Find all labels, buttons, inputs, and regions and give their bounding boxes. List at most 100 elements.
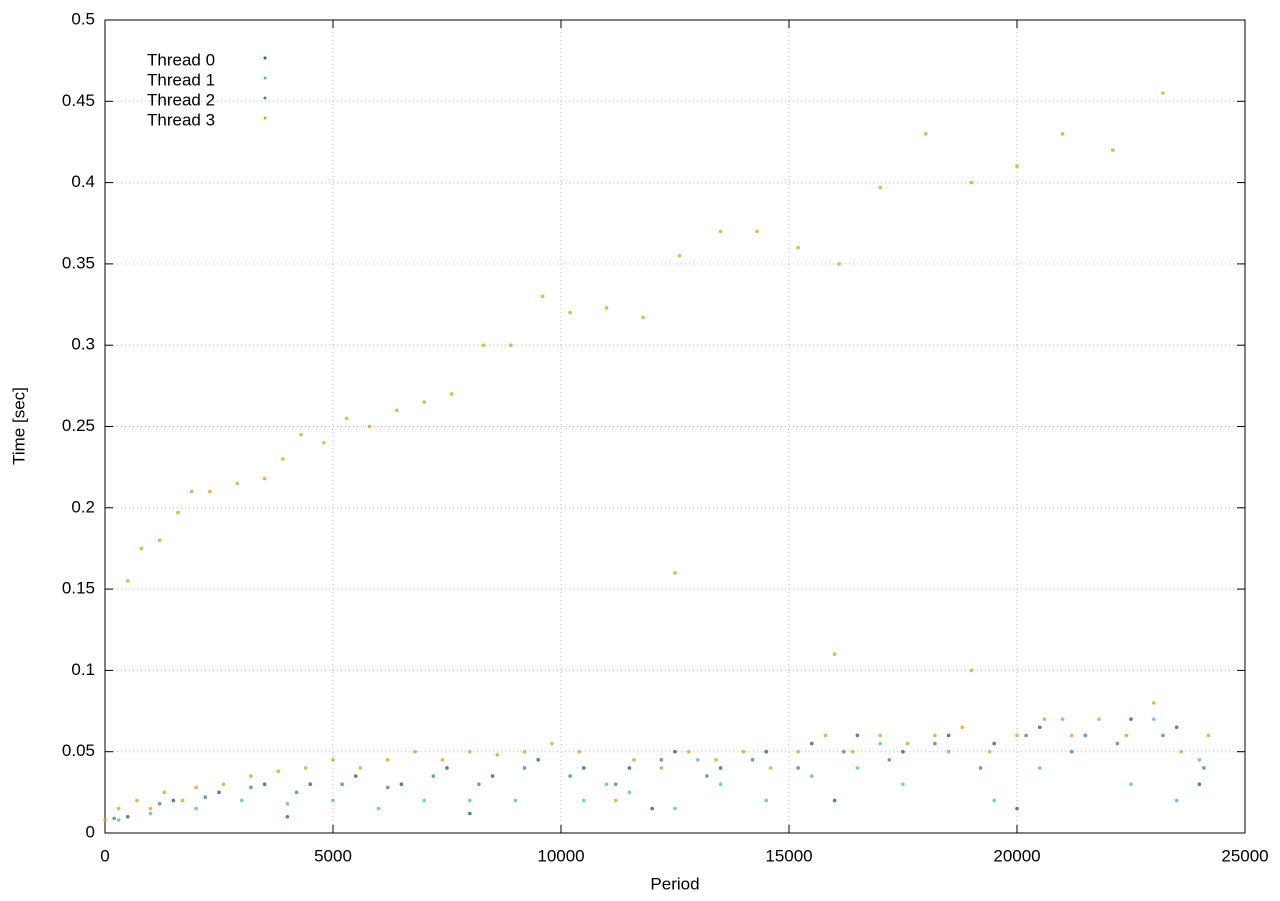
point (901, 782, 905, 787)
legend-marker (263, 116, 267, 120)
point (449, 392, 454, 396)
point (1197, 782, 1202, 787)
point (217, 790, 221, 795)
point (1110, 148, 1115, 152)
legend-marker (263, 76, 267, 80)
point (604, 306, 609, 310)
point (148, 806, 153, 811)
legend-marker (263, 96, 267, 100)
point (764, 798, 768, 803)
point (285, 801, 290, 806)
point (933, 741, 937, 746)
point (741, 749, 746, 754)
point (376, 806, 381, 811)
point (905, 741, 910, 746)
point (189, 489, 194, 494)
point (550, 741, 554, 746)
y-tick-label: 0.45 (62, 91, 95, 110)
point (960, 725, 965, 730)
point (477, 782, 481, 787)
point (613, 798, 618, 803)
point (924, 132, 928, 136)
point (276, 769, 281, 774)
point (1152, 701, 1156, 705)
point (235, 481, 240, 486)
point (116, 818, 121, 822)
point (445, 766, 449, 770)
point (705, 774, 709, 778)
point (1069, 749, 1074, 754)
point (1161, 91, 1165, 95)
point (203, 795, 208, 800)
point (796, 766, 800, 770)
point (399, 782, 404, 787)
point (395, 408, 399, 413)
point (194, 785, 198, 790)
point (431, 774, 436, 778)
point (509, 343, 513, 348)
point (1129, 717, 1133, 721)
point (468, 798, 472, 803)
point (126, 579, 130, 583)
point (1206, 733, 1211, 738)
point (673, 749, 677, 754)
point (641, 315, 645, 320)
point (855, 766, 860, 770)
point (1038, 725, 1042, 730)
point (1083, 733, 1088, 738)
plot-frame (104, 19, 1246, 834)
point (969, 668, 974, 673)
x-tick-label: 0 (100, 846, 109, 865)
point (157, 801, 162, 806)
point (1161, 733, 1165, 738)
point (1024, 733, 1028, 738)
x-tick-label: 5000 (314, 846, 352, 865)
point (481, 343, 486, 348)
point (208, 489, 212, 494)
point (354, 774, 358, 778)
point (686, 749, 691, 754)
point (513, 798, 518, 803)
point (823, 733, 828, 738)
point (855, 733, 860, 738)
point (1179, 749, 1183, 754)
y-axis-label: Time [sec] (9, 387, 28, 465)
point (714, 758, 718, 762)
point (103, 818, 107, 822)
point (992, 741, 996, 746)
point (281, 457, 285, 461)
point (148, 811, 153, 816)
point (385, 785, 390, 790)
point (755, 229, 759, 234)
point (1197, 758, 1202, 762)
point (577, 749, 582, 754)
point (1015, 164, 1019, 169)
point (299, 432, 303, 437)
point (1015, 806, 1019, 811)
y-tick-label: 0.35 (62, 253, 95, 272)
point (887, 758, 892, 762)
point (540, 294, 545, 299)
point (221, 782, 226, 787)
x-tick-label: 20000 (993, 846, 1040, 865)
point (171, 798, 176, 803)
point (627, 766, 632, 770)
point (126, 814, 130, 819)
point (878, 741, 882, 746)
point (322, 440, 326, 445)
point (1124, 733, 1129, 738)
point (1202, 766, 1206, 770)
point (308, 782, 313, 787)
legend-label: Thread 1 (147, 70, 215, 89)
point (946, 733, 951, 738)
point (194, 806, 198, 811)
point (933, 733, 937, 738)
point (249, 785, 253, 790)
point (1115, 741, 1120, 746)
point (718, 229, 723, 234)
point (992, 798, 996, 803)
point (832, 798, 837, 803)
y-tick-label: 0.5 (71, 9, 95, 28)
point (604, 782, 609, 787)
point (764, 749, 768, 754)
